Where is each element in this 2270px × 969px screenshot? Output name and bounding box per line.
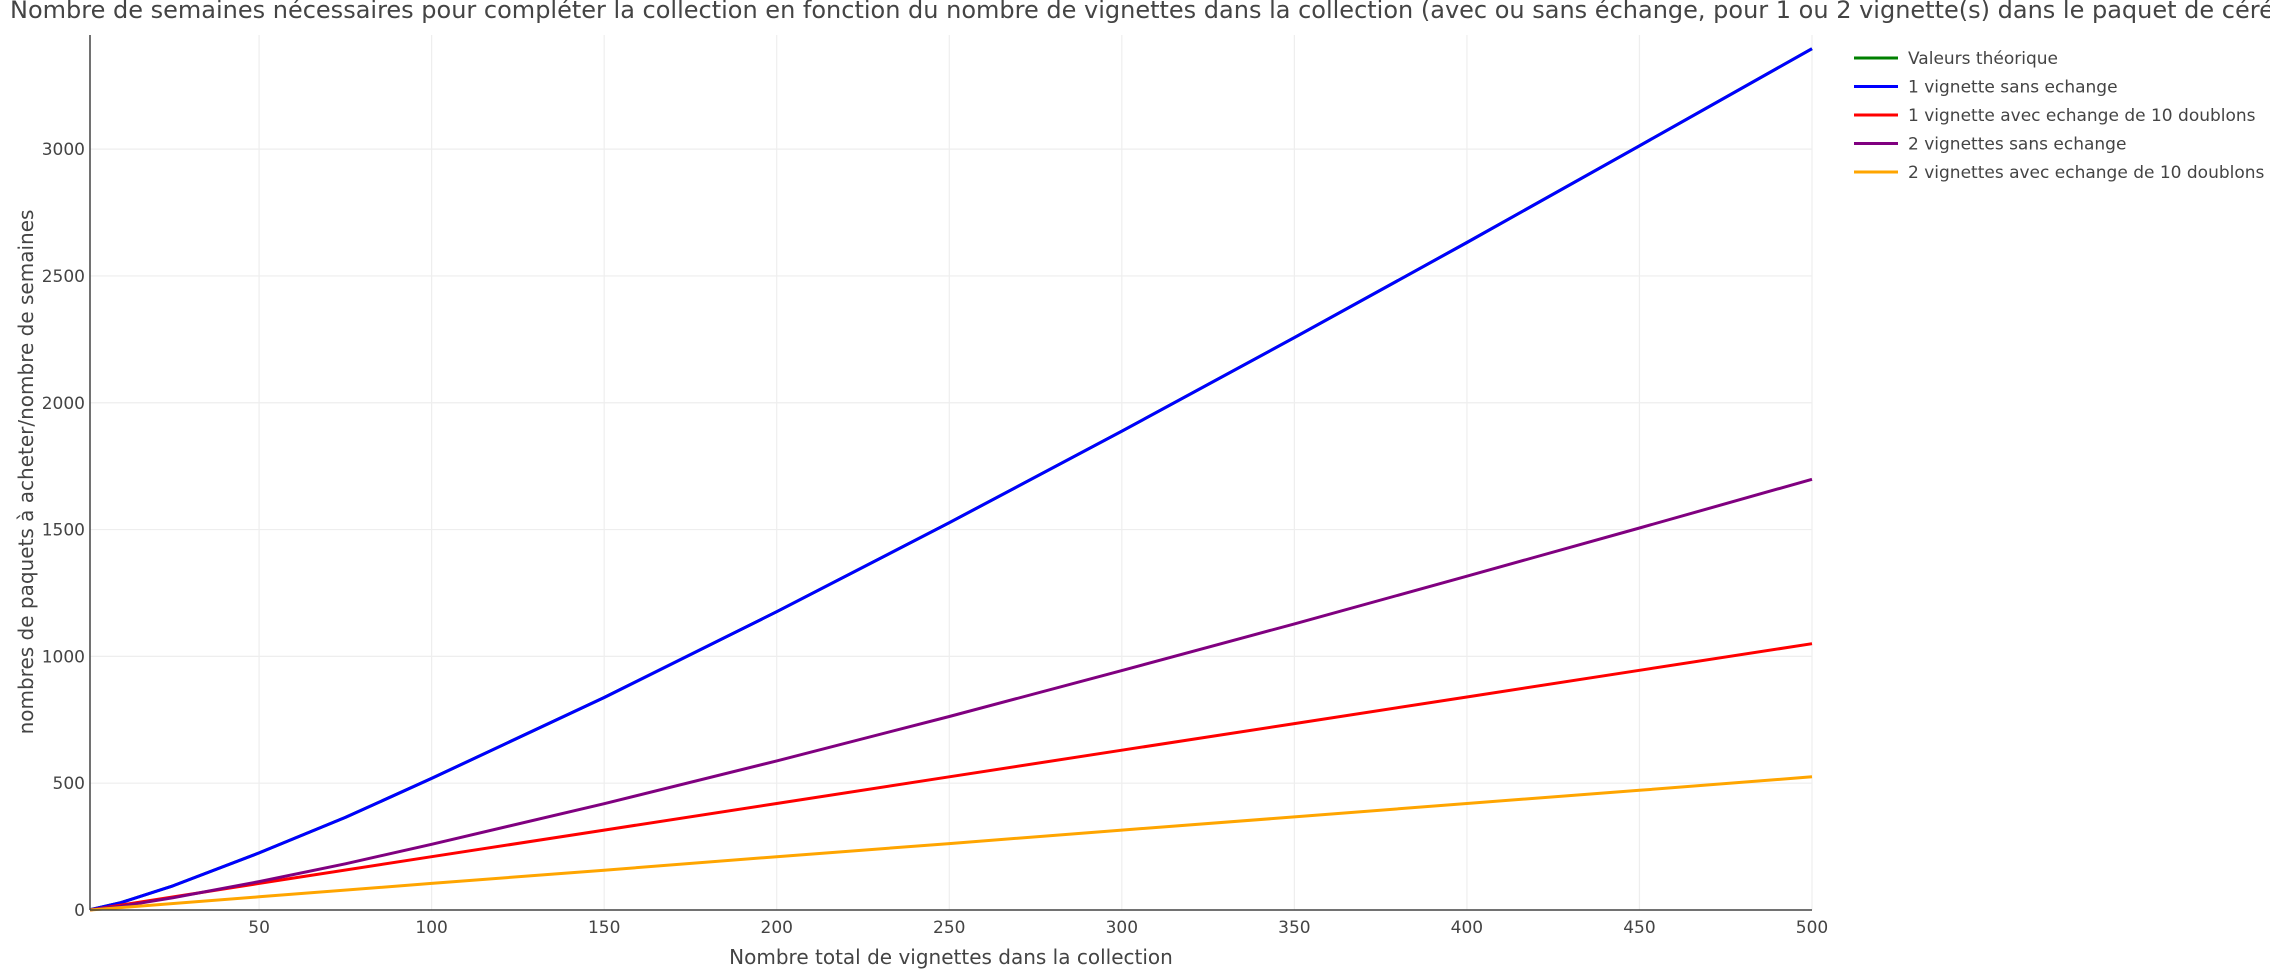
x-tick-label: 450 xyxy=(1623,918,1655,938)
y-tick-label: 0 xyxy=(74,901,85,921)
series-lines xyxy=(89,47,1813,912)
x-tick-label: 250 xyxy=(933,918,965,938)
series-line-2 xyxy=(89,47,1813,912)
series-line-5 xyxy=(89,775,1813,912)
legend-item-label: 1 vignette avec echange de 10 doublons xyxy=(1908,106,2256,126)
series-line-3 xyxy=(89,642,1813,912)
legend-item-label: 2 vignettes sans echange xyxy=(1908,135,2126,155)
x-tick-label: 500 xyxy=(1796,918,1828,938)
x-tick-label: 200 xyxy=(761,918,793,938)
x-tick-label: 300 xyxy=(1106,918,1138,938)
y-tick-label: 1000 xyxy=(42,647,85,667)
x-tick-label: 400 xyxy=(1451,918,1483,938)
grid xyxy=(90,35,1813,910)
y-tick-label: 3000 xyxy=(42,140,85,160)
legend-item-label: 1 vignette sans echange xyxy=(1908,78,2118,98)
y-tick-label: 2500 xyxy=(42,267,85,287)
series-line-1 xyxy=(89,47,1813,912)
series-line-4 xyxy=(89,477,1813,912)
chart-title: Nombre de semaines nécessaires pour comp… xyxy=(10,0,2270,24)
x-tick-label: 150 xyxy=(588,918,620,938)
x-axis-title: Nombre total de vignettes dans la collec… xyxy=(729,945,1173,969)
y-tick-label: 2000 xyxy=(42,394,85,414)
y-axis-title: nombres de paquets à acheter/nombre de s… xyxy=(14,210,38,735)
x-tick-label: 50 xyxy=(248,918,270,938)
tick-labels: 50 100 150 200 250 300 350 400 450 500 0 500 1000 150… xyxy=(42,140,1828,938)
axes xyxy=(89,35,1812,911)
legend-item-label: Valeurs théorique xyxy=(1908,49,2058,69)
y-tick-label: 1500 xyxy=(42,521,85,541)
x-tick-label: 350 xyxy=(1278,918,1310,938)
legend: Valeurs théorique 1 vignette sans echange… xyxy=(1854,49,2265,183)
legend-item-label: 2 vignettes avec echange de 10 doublons xyxy=(1908,163,2265,183)
y-tick-label: 500 xyxy=(53,774,85,794)
x-tick-label: 100 xyxy=(415,918,447,938)
